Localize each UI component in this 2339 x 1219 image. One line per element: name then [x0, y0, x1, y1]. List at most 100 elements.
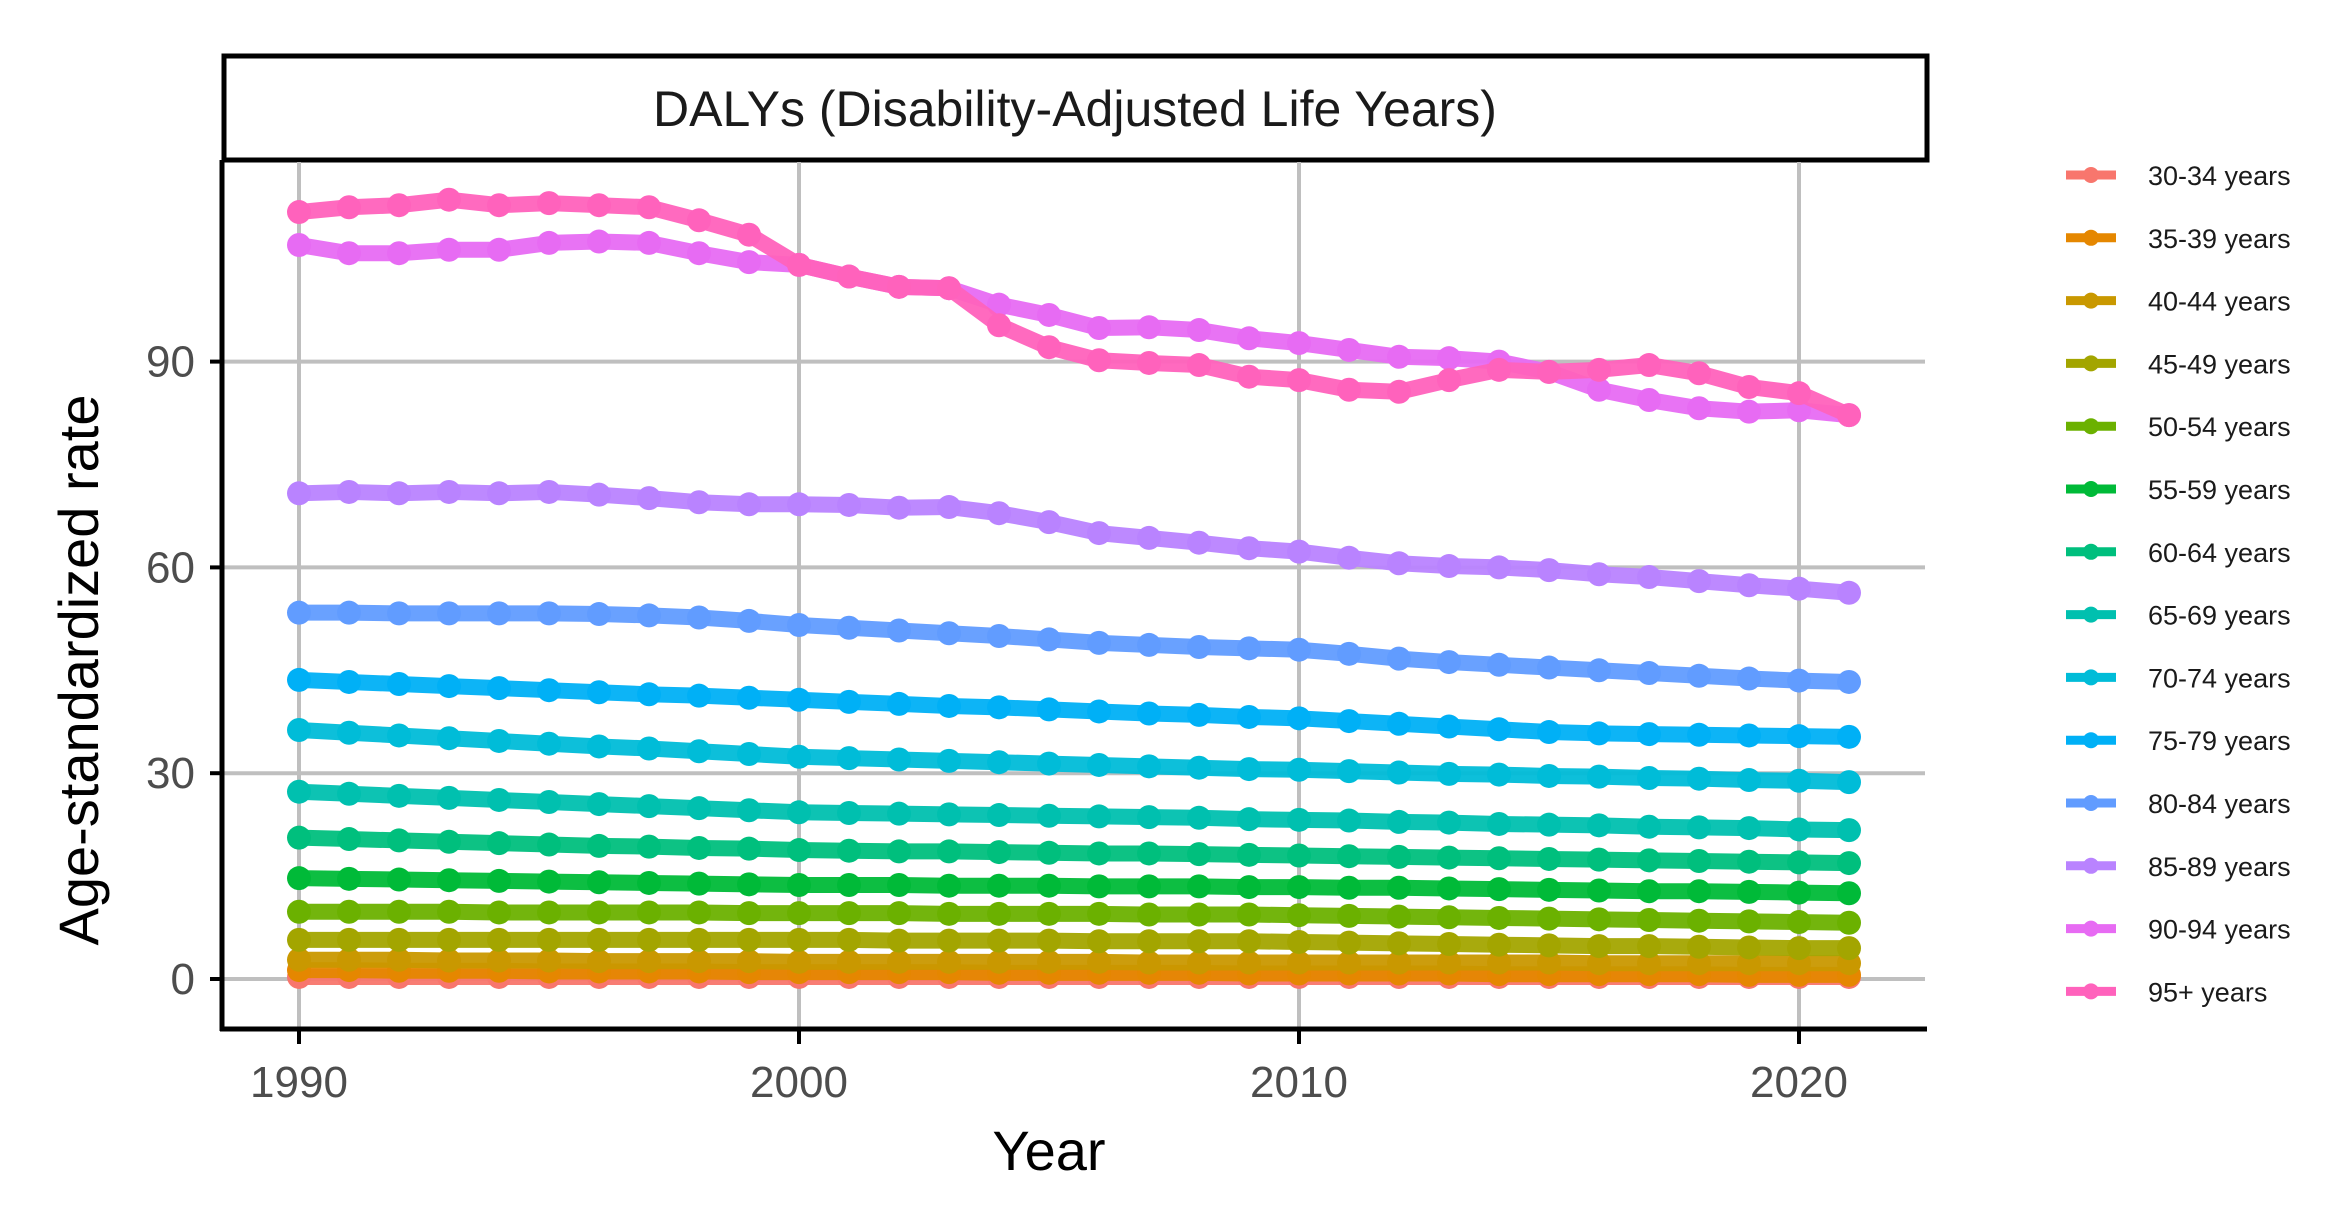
data-point: [937, 949, 961, 974]
data-point: [1687, 815, 1711, 840]
data-point: [637, 230, 661, 255]
data-point: [487, 193, 511, 218]
legend-label: 35-39 years: [2148, 224, 2291, 254]
data-point: [337, 600, 361, 625]
data-point: [987, 873, 1011, 898]
data-point: [487, 831, 511, 856]
legend-item: 95+ years: [2066, 977, 2267, 1007]
data-point: [1687, 766, 1711, 791]
data-point: [987, 949, 1011, 974]
data-point: [1287, 368, 1311, 393]
y-axis-title: Age-standardized rate: [47, 394, 110, 945]
data-point: [1387, 551, 1411, 576]
data-point: [287, 866, 311, 891]
data-point: [937, 748, 961, 773]
legend-key-point: [2083, 167, 2099, 183]
data-point: [1737, 573, 1761, 598]
legend-label: 45-49 years: [2148, 349, 2291, 379]
data-point: [1837, 724, 1861, 749]
data-point: [1237, 326, 1261, 351]
data-point: [1387, 904, 1411, 929]
series-line: [291, 903, 1857, 931]
data-point: [887, 495, 911, 520]
legend-label: 80-84 years: [2148, 789, 2291, 819]
data-point: [637, 736, 661, 761]
legend-key-point: [2083, 669, 2099, 686]
data-point: [1137, 950, 1161, 975]
data-point: [1037, 302, 1061, 327]
data-point: [1687, 951, 1711, 976]
data-point: [1087, 804, 1111, 829]
data-point: [1787, 768, 1811, 793]
data-point: [1787, 817, 1811, 842]
data-point: [1287, 843, 1311, 868]
data-point: [887, 928, 911, 953]
data-point: [1037, 840, 1061, 865]
data-point: [1437, 761, 1461, 786]
data-point: [1437, 650, 1461, 675]
data-point: [987, 313, 1011, 338]
data-point: [287, 779, 311, 804]
data-point: [337, 866, 361, 891]
x-axis-title: Year: [992, 1119, 1105, 1182]
data-point: [1337, 377, 1361, 402]
data-point: [1487, 846, 1511, 871]
data-point: [1687, 849, 1711, 874]
x-axis-ticks: 1990 2000 2010 2020: [250, 1029, 1848, 1107]
data-point: [637, 794, 661, 819]
data-point: [1387, 809, 1411, 834]
data-point: [687, 490, 711, 515]
data-point: [1737, 935, 1761, 960]
data-point: [987, 292, 1011, 317]
data-point: [1187, 634, 1211, 659]
data-point: [937, 693, 961, 718]
data-point: [1437, 346, 1461, 371]
data-point: [1137, 632, 1161, 657]
data-point: [787, 744, 811, 769]
data-point: [1137, 701, 1161, 726]
data-point: [1537, 655, 1561, 680]
series-65-69-years: [287, 779, 1861, 843]
data-point: [587, 949, 611, 974]
data-point: [487, 481, 511, 506]
data-point: [687, 927, 711, 952]
data-point: [1587, 934, 1611, 959]
data-point: [337, 669, 361, 694]
data-point: [437, 674, 461, 699]
data-point: [1087, 630, 1111, 655]
data-point: [987, 840, 1011, 865]
x-tick-label: 2010: [1250, 1058, 1348, 1107]
data-point: [1237, 364, 1261, 389]
data-point: [1637, 388, 1661, 413]
data-point: [437, 868, 461, 893]
data-point: [587, 870, 611, 895]
data-point: [887, 274, 911, 299]
data-point: [1437, 876, 1461, 901]
data-point: [837, 492, 861, 517]
data-point: [1537, 877, 1561, 902]
data-point: [587, 680, 611, 705]
data-point: [1237, 902, 1261, 927]
data-point: [1337, 930, 1361, 955]
data-point: [1037, 697, 1061, 722]
data-point: [887, 901, 911, 926]
data-point: [1187, 530, 1211, 555]
data-point: [1437, 932, 1461, 957]
data-point: [1237, 807, 1261, 832]
legend-item: 75-79 years: [2066, 726, 2291, 756]
data-point: [1837, 936, 1861, 961]
data-point: [1537, 950, 1561, 975]
data-point: [687, 871, 711, 896]
series-95-years: [287, 187, 1861, 428]
data-point: [1587, 658, 1611, 683]
data-point: [337, 195, 361, 220]
data-point: [487, 728, 511, 753]
data-point: [1487, 932, 1511, 957]
data-point: [1337, 337, 1361, 362]
data-point: [287, 481, 311, 506]
data-point: [337, 781, 361, 806]
data-point: [1637, 722, 1661, 747]
data-point: [587, 602, 611, 627]
data-point: [1637, 908, 1661, 933]
data-point: [1487, 877, 1511, 902]
